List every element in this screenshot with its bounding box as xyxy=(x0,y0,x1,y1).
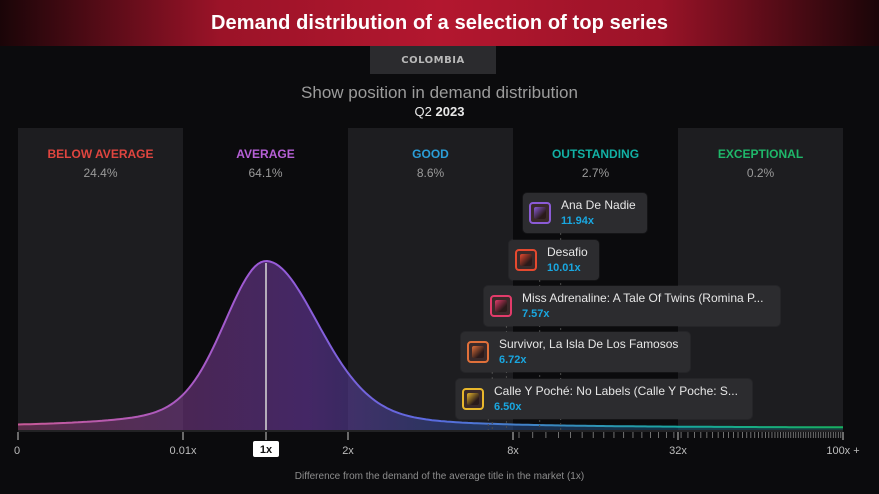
show-thumbnail-image xyxy=(495,300,507,312)
band-label: EXCEPTIONAL xyxy=(718,147,803,161)
band-share: 2.7% xyxy=(582,166,610,180)
x-tick-label: 32x xyxy=(669,445,687,457)
show-demand-value: 6.50x xyxy=(494,401,522,413)
band-label: OUTSTANDING xyxy=(552,147,639,161)
show-thumbnail xyxy=(490,295,512,317)
show-demand-value: 7.57x xyxy=(522,308,550,320)
distribution-curve xyxy=(17,259,843,429)
chart-subtitle: Show position in demand distribution xyxy=(301,83,578,102)
show-name: Desafio xyxy=(547,245,588,259)
band-share: 8.6% xyxy=(417,166,445,180)
x-tick-label: 0 xyxy=(14,445,20,457)
show-thumbnail-image xyxy=(472,346,484,358)
x-tick-label: 1x xyxy=(260,444,273,456)
band-label: BELOW AVERAGE xyxy=(47,147,153,161)
x-tick-label: 0.01x xyxy=(170,445,197,457)
show-thumbnail-image xyxy=(534,207,546,219)
show-thumbnail xyxy=(515,249,537,271)
band-below-average xyxy=(18,128,183,430)
show-name: Calle Y Poché: No Labels (Calle Y Poche:… xyxy=(494,384,738,398)
chart-title: Demand distribution of a selection of to… xyxy=(210,11,669,34)
band-share: 0.2% xyxy=(747,166,775,180)
show-demand-value: 6.72x xyxy=(499,354,527,366)
x-tick-label: 2x xyxy=(342,445,354,457)
show-badge[interactable]: Survivor, La Isla De Los Famosos 6.72x xyxy=(461,332,690,372)
show-name: Survivor, La Isla De Los Famosos xyxy=(499,337,679,351)
distribution-area xyxy=(18,261,843,430)
show-thumbnail xyxy=(467,341,489,363)
band-share: 24.4% xyxy=(83,166,117,180)
x-tick-label: 100x + xyxy=(826,445,859,457)
show-demand-value: 10.01x xyxy=(547,262,581,274)
show-badge[interactable]: Miss Adrenaline: A Tale Of Twins (Romina… xyxy=(484,286,780,326)
band-label: AVERAGE xyxy=(236,147,294,161)
period-year: 2023 xyxy=(435,104,465,119)
show-name: Miss Adrenaline: A Tale Of Twins (Romina… xyxy=(522,291,764,305)
show-thumbnail xyxy=(529,202,551,224)
band-share: 64.1% xyxy=(248,166,282,180)
show-demand-value: 11.94x xyxy=(561,215,595,227)
band-label: GOOD xyxy=(412,147,449,161)
show-thumbnail xyxy=(462,388,484,410)
show-thumbnail-image xyxy=(520,254,532,266)
show-badge[interactable]: Ana De Nadie 11.94x xyxy=(523,193,647,233)
period-quarter: Q2 xyxy=(414,104,432,119)
highlighted-tick-box xyxy=(253,441,279,457)
title-banner: Demand distribution of a selection of to… xyxy=(0,0,879,46)
show-thumbnail-image xyxy=(467,393,479,405)
show-badge[interactable]: Calle Y Poché: No Labels (Calle Y Poche:… xyxy=(456,379,752,419)
x-axis-title: Difference from the demand of the averag… xyxy=(294,471,585,482)
period-label: Q2 2023 xyxy=(0,104,879,119)
show-name: Ana De Nadie xyxy=(561,198,636,212)
x-tick-label: 8x xyxy=(507,445,519,457)
country-tab[interactable]: COLOMBIA xyxy=(370,46,496,74)
show-badge[interactable]: Desafio 10.01x xyxy=(509,240,599,280)
